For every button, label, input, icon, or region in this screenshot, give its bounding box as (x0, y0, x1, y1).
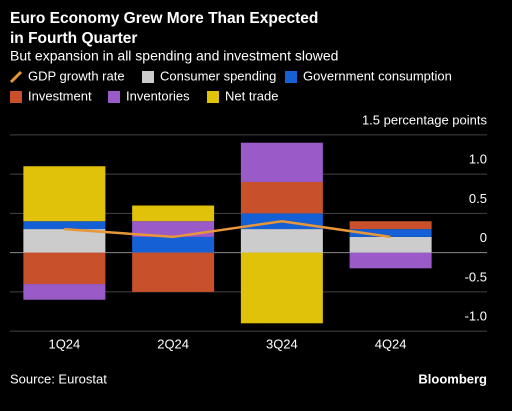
bar-segment (240, 252, 323, 324)
bar-segment (349, 236, 432, 253)
legend-swatch (108, 91, 120, 103)
legend-label: Net trade (225, 88, 278, 103)
legend-swatch (207, 91, 219, 103)
y-tick-label: -1.0 (465, 309, 487, 324)
brand: Bloomberg (418, 371, 487, 386)
bar-segment (349, 252, 432, 269)
y-tick-label: 1.5 percentage points (362, 112, 488, 127)
y-tick-label: 0 (480, 230, 487, 245)
legend-label: Inventories (126, 88, 190, 103)
legend-swatch (10, 91, 22, 103)
y-tick-label: 0.5 (469, 191, 487, 206)
legend-swatch (285, 71, 297, 83)
chart-subtitle: But expansion in all spending and invest… (10, 48, 338, 64)
legend-swatch (9, 70, 23, 84)
legend-label: Consumer spending (160, 68, 276, 83)
bar-segment (240, 181, 323, 214)
x-tick-label: 2Q24 (157, 336, 189, 351)
legend-swatch (142, 71, 154, 83)
bar-segment (23, 166, 106, 222)
bar-segment (132, 205, 215, 222)
y-tick-label: -0.5 (465, 269, 487, 284)
bar-segment (23, 221, 106, 230)
x-tick-label: 3Q24 (266, 336, 298, 351)
bar-segment (240, 142, 323, 182)
legend-label: GDP growth rate (28, 68, 125, 83)
bar-segment (240, 229, 323, 253)
bar-segment (349, 229, 432, 237)
legend-label: Government consumption (303, 68, 452, 83)
bar-segment (23, 284, 106, 300)
gdp-line (64, 219, 391, 239)
bar-segment (349, 221, 432, 230)
bar-segment (23, 252, 106, 285)
bar-segment (23, 229, 106, 253)
x-tick-label: 4Q24 (375, 336, 407, 351)
x-tick-label: 1Q24 (48, 336, 80, 351)
bar-segment (132, 252, 215, 292)
source: Source: Eurostat (10, 371, 107, 386)
y-tick-label: 1.0 (469, 152, 487, 167)
bar-segment (132, 236, 215, 253)
chart-title: Euro Economy Grew More Than Expected in F… (10, 10, 318, 47)
legend-label: Investment (28, 88, 92, 103)
